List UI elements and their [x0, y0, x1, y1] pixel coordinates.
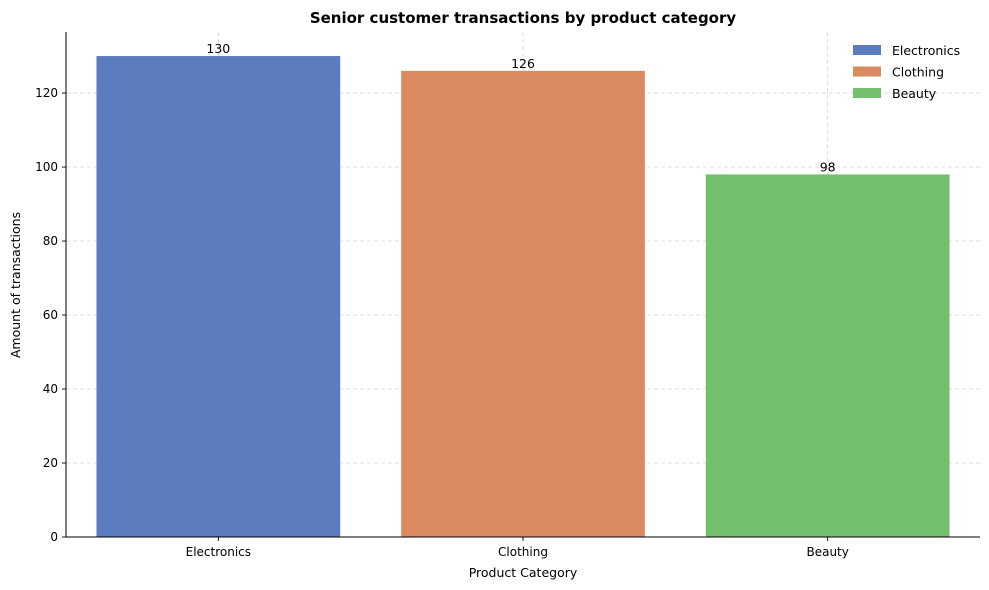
bar-clothing: [401, 70, 645, 537]
legend-swatch: [853, 88, 881, 98]
bar-beauty: [705, 174, 950, 537]
y-tick-label: 100: [35, 160, 58, 174]
x-tick-label: Beauty: [806, 545, 848, 559]
legend-label: Electronics: [892, 43, 960, 58]
data-label: 130: [206, 41, 230, 56]
y-axis-label: Amount of transactions: [8, 212, 23, 358]
legend-label: Beauty: [892, 86, 937, 101]
y-tick-label: 0: [50, 530, 58, 544]
y-tick-label: 20: [43, 456, 58, 470]
y-tick-label: 80: [43, 234, 58, 248]
data-label: 98: [820, 159, 836, 174]
x-axis-label: Product Category: [469, 565, 578, 580]
data-labels: 130 126 98: [206, 41, 835, 174]
y-ticks: 0 20 40 60 80 100 120: [35, 86, 66, 544]
y-tick-label: 120: [35, 86, 58, 100]
chart-title: Senior customer transactions by product …: [310, 9, 737, 27]
bars-layer: [96, 56, 950, 538]
y-tick-label: 60: [43, 308, 58, 322]
x-tick-label: Electronics: [186, 545, 251, 559]
legend-swatch: [853, 45, 881, 55]
bar-electronics: [96, 56, 341, 538]
legend-swatch: [853, 66, 881, 77]
x-tick-label: Clothing: [498, 545, 548, 559]
legend: Electronics Clothing Beauty: [853, 43, 960, 101]
x-ticks: Electronics Clothing Beauty: [186, 537, 849, 559]
legend-label: Clothing: [892, 65, 944, 80]
data-label: 126: [511, 56, 535, 71]
y-tick-label: 40: [43, 382, 58, 396]
